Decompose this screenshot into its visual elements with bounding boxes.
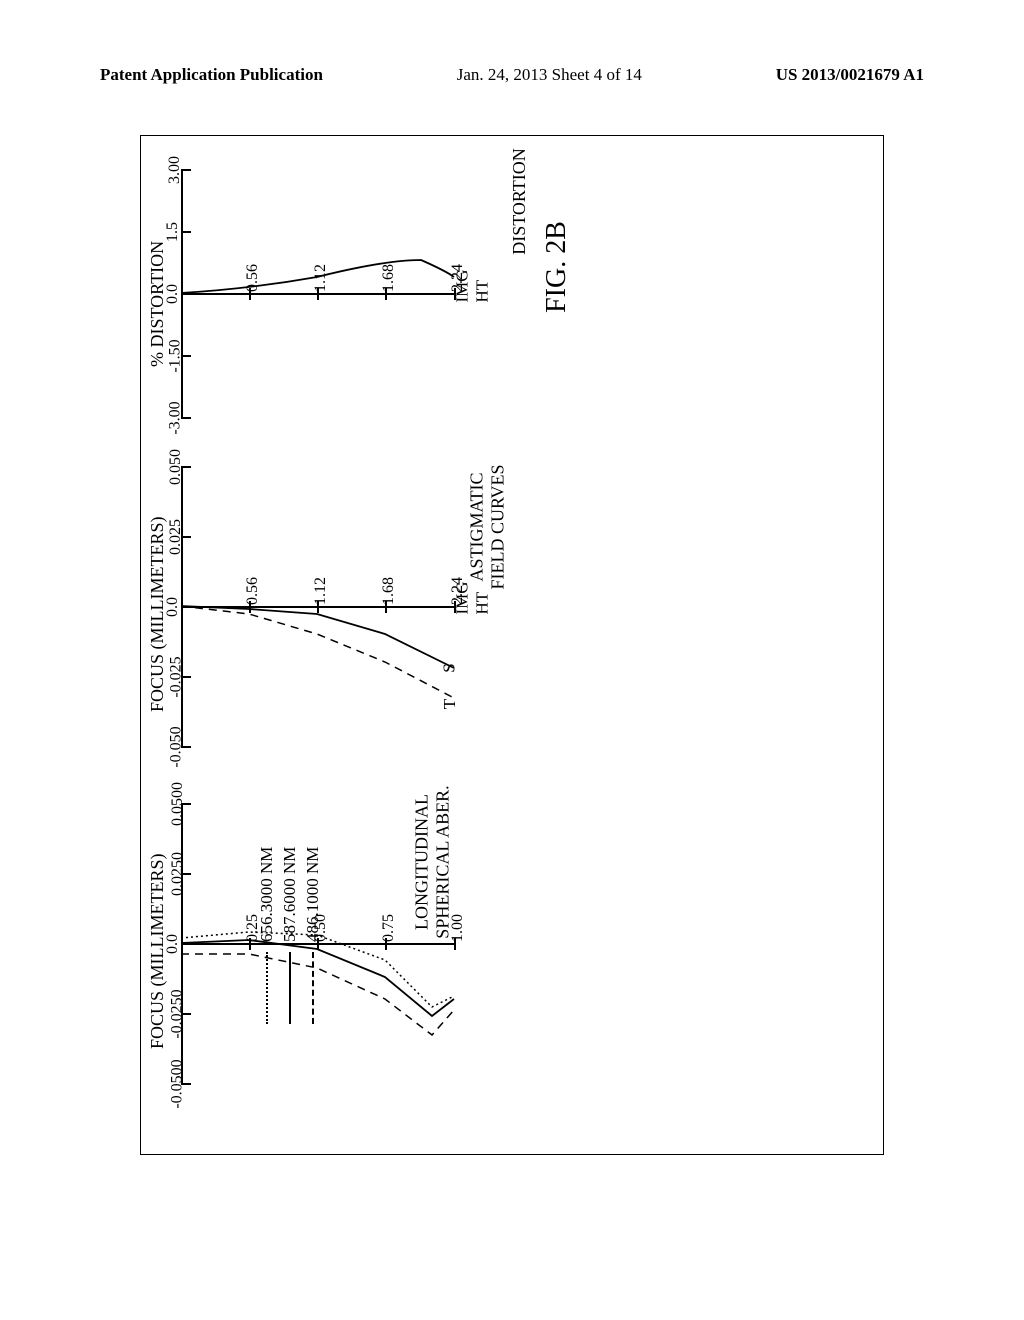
spherical-chart: LONGITUDINAL SPHERICAL ABER. -0.0500 -0.…	[181, 781, 471, 1106]
curve-solid	[181, 940, 454, 1016]
page-header: Patent Application Publication Jan. 24, …	[100, 65, 924, 85]
chart-title: ASTIGMATIC FIELD CURVES	[467, 464, 509, 589]
x-axis-label: FOCUS (MILLIMETERS)	[147, 516, 168, 712]
curve-solid	[181, 260, 454, 293]
title-line: FIELD CURVES	[488, 464, 508, 589]
header-left: Patent Application Publication	[100, 65, 323, 85]
distortion-curve	[181, 151, 471, 441]
header-right: US 2013/0021679 A1	[776, 65, 924, 85]
distortion-chart: DISTORTION IMG HT -3.00 -1.50 0.0 1.5 3.…	[181, 151, 471, 436]
spherical-curves	[181, 781, 471, 1106]
chart-title: DISTORTION	[509, 148, 530, 255]
x-tick-label: 1.5	[164, 222, 182, 242]
header-center: Jan. 24, 2013 Sheet 4 of 14	[457, 65, 642, 85]
astigmatic-curves	[181, 446, 471, 771]
x-axis-label: % DISTORTION	[147, 241, 168, 367]
curve-dashed	[181, 954, 454, 1035]
x-axis-label: FOCUS (MILLIMETERS)	[147, 853, 168, 1049]
figure-frame: 656.3000 NM 587.6000 NM 486.1000 NM LONG…	[140, 135, 884, 1155]
curve-t-dashed	[181, 606, 454, 698]
astigmatic-chart: ASTIGMATIC FIELD CURVES IMG HT -0.050 -0…	[181, 446, 471, 766]
curve-s-solid	[181, 606, 454, 668]
curve-dotted	[181, 932, 454, 1007]
figure-label: FIG. 2B	[541, 221, 573, 313]
